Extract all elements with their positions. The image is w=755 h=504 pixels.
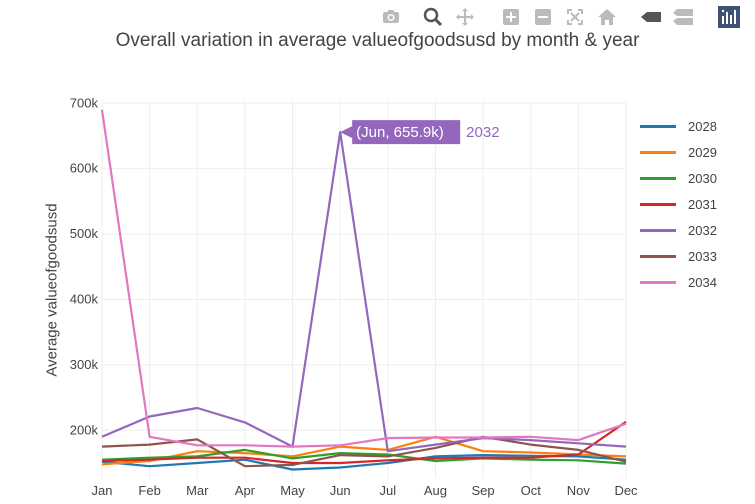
y-tick-label: 200k (70, 422, 99, 437)
y-tick-label: 700k (70, 95, 99, 110)
series-line-2031 (101, 420, 627, 465)
x-tick-label: Feb (138, 483, 160, 498)
grid-lines (101, 100, 627, 478)
y-tick-label: 400k (70, 291, 99, 306)
legend-swatch (640, 280, 676, 284)
x-tick-labels: Jan Feb Mar Apr May Jun Jul Aug Sep Oct Nov Dec (92, 483, 639, 498)
spike-lines-icon[interactable] (638, 4, 664, 30)
legend-item-2030[interactable]: 2030 (640, 165, 717, 191)
x-tick-label: Dec (614, 483, 638, 498)
hover-value-text: (Jun, 655.9k) (356, 124, 444, 141)
series-line-2028 (101, 454, 627, 471)
series-line-2030 (101, 448, 627, 465)
legend-swatch (640, 228, 676, 232)
x-tick-label: Jul (380, 483, 397, 498)
legend-label: 2033 (688, 248, 717, 264)
x-tick-label: Mar (186, 483, 209, 498)
legend-item-2031[interactable]: 2031 (640, 191, 717, 217)
legend-swatch (640, 150, 676, 154)
series-line-2029 (101, 435, 627, 466)
series-line-2032 (101, 131, 627, 453)
y-tick-label: 300k (70, 357, 99, 372)
home-icon[interactable] (594, 4, 620, 30)
legend-swatch (640, 176, 676, 180)
compare-hover-icon[interactable] (670, 4, 696, 30)
legend-item-2032[interactable]: 2032 (640, 217, 717, 243)
legend-label: 2034 (688, 274, 717, 290)
legend-item-2034[interactable]: 2034 (640, 269, 717, 295)
plotly-logo-icon[interactable] (716, 4, 742, 30)
x-tick-label: Oct (521, 483, 542, 498)
y-tick-label: 600k (70, 161, 99, 176)
autoscale-icon[interactable] (562, 4, 588, 30)
x-tick-label: Apr (235, 483, 256, 498)
series-line-2033 (101, 435, 627, 468)
legend-label: 2028 (688, 118, 717, 134)
series-lines (100, 109, 627, 471)
camera-icon[interactable] (378, 4, 404, 30)
legend-swatch (640, 254, 676, 258)
legend-item-2033[interactable]: 2033 (640, 243, 717, 269)
x-tick-label: Jan (92, 483, 113, 498)
legend-item-2029[interactable]: 2029 (640, 139, 717, 165)
zoom-icon[interactable] (420, 4, 446, 30)
x-tick-label: Sep (472, 483, 495, 498)
legend-label: 2029 (688, 144, 717, 160)
modebar (378, 4, 748, 30)
legend: 2028 2029 2030 2031 2032 2033 2034 (640, 113, 717, 295)
legend-label: 2032 (688, 222, 717, 238)
legend-swatch (640, 202, 676, 206)
x-tick-label: Nov (567, 483, 591, 498)
y-tick-labels: 200k 300k 400k 500k 600k 700k (70, 95, 99, 437)
chart-title: Overall variation in average valueofgood… (115, 30, 640, 51)
legend-label: 2031 (688, 196, 717, 212)
y-axis-label: Average valueofgoodsusd (43, 203, 61, 377)
legend-label: 2030 (688, 170, 717, 186)
zoom-out-icon[interactable] (530, 4, 556, 30)
series-line-2034 (100, 109, 627, 448)
pan-icon[interactable] (452, 4, 478, 30)
zoom-in-icon[interactable] (498, 4, 524, 30)
hover-box (340, 120, 461, 145)
hover-annotation: (Jun, 655.9k) 2032 (340, 120, 500, 145)
hover-series-label: 2032 (466, 124, 499, 141)
x-tick-label: Aug (424, 483, 447, 498)
x-tick-label: May (280, 483, 305, 498)
y-tick-label: 500k (70, 226, 99, 241)
x-tick-label: Jun (330, 483, 351, 498)
legend-item-2028[interactable]: 2028 (640, 113, 717, 139)
legend-swatch (640, 124, 676, 128)
